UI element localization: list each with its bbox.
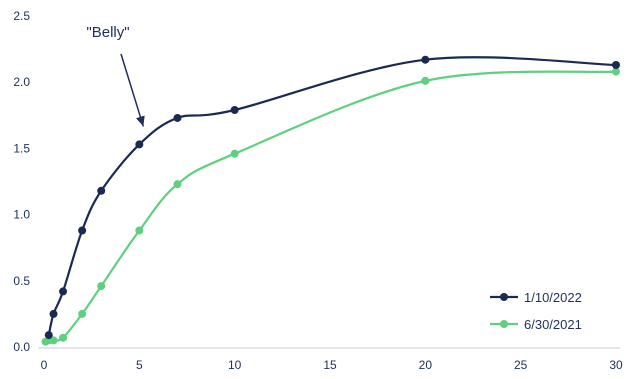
y-tick-label: 0.5	[13, 274, 30, 288]
legend: 1/10/2022 6/30/2021	[490, 290, 582, 332]
data-point	[421, 76, 430, 85]
x-tick-label: 5	[136, 358, 143, 372]
series-0	[44, 55, 620, 340]
data-point	[135, 226, 144, 235]
data-point	[49, 336, 58, 345]
data-point	[97, 186, 106, 195]
legend-item-1: 6/30/2021	[490, 317, 582, 332]
y-tick-label: 2.5	[13, 9, 30, 23]
data-point	[421, 55, 430, 64]
y-tick-label: 1.5	[13, 141, 30, 155]
data-point	[612, 67, 620, 76]
data-point	[78, 226, 87, 235]
annotation-layer: "Belly"	[86, 24, 145, 127]
x-tick-label: 30	[609, 358, 623, 372]
y-tick-label: 1.0	[13, 208, 30, 222]
belly-annotation-label: "Belly"	[86, 24, 129, 41]
x-tick-label: 15	[323, 358, 337, 372]
legend-label: 1/10/2022	[524, 290, 582, 305]
series-line	[47, 56, 618, 337]
series-1	[41, 67, 620, 346]
data-point	[59, 287, 68, 296]
data-point	[230, 106, 239, 115]
data-point	[173, 180, 182, 189]
data-point	[135, 140, 144, 149]
data-point	[612, 60, 620, 69]
data-point	[230, 149, 239, 158]
x-tick-label: 25	[514, 358, 528, 372]
y-tick-label: 2.0	[13, 75, 30, 89]
x-tick-label: 0	[41, 358, 48, 372]
legend-marker	[500, 293, 508, 301]
y-tick-label: 0.0	[13, 340, 30, 354]
legend-label: 6/30/2021	[524, 317, 582, 332]
annotation-arrowhead	[136, 115, 145, 127]
legend-marker	[500, 320, 508, 328]
data-point	[59, 333, 68, 342]
data-point	[44, 331, 53, 340]
legend-item-0: 1/10/2022	[490, 290, 582, 305]
data-point	[173, 113, 182, 122]
x-tick-label: 10	[228, 358, 242, 372]
data-point	[49, 309, 58, 318]
series-layer	[41, 55, 620, 346]
data-point	[78, 309, 87, 318]
x-tick-label: 20	[419, 358, 433, 372]
data-point	[97, 282, 106, 291]
axes: 0.0 0.5 1.0 1.5 2.0 2.5 0 5 10 15 20 25 30	[13, 9, 623, 372]
annotation-arrow-line	[120, 53, 145, 127]
